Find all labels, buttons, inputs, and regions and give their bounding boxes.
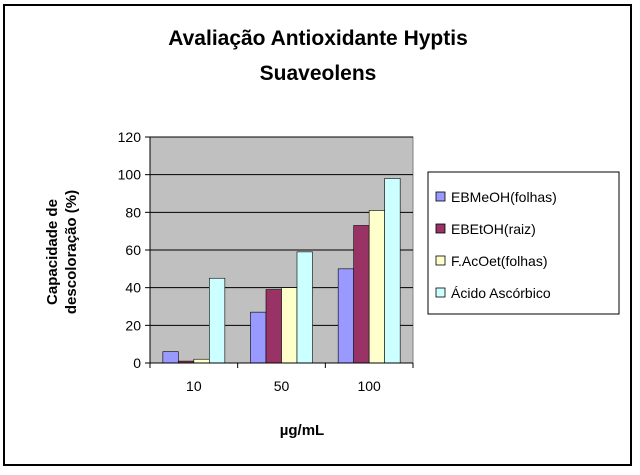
legend-label: Ácido Ascórbico [451, 285, 551, 301]
y-tick-label: 60 [125, 242, 141, 258]
x-axis-title: µg/mL [280, 422, 324, 439]
chart-title-line-2: Suaveolens [260, 62, 377, 85]
y-tick-label: 120 [118, 129, 142, 145]
y-axis-title-line-2: descoloração (%) [63, 190, 80, 314]
legend-label: F.AcOet(folhas) [451, 253, 547, 269]
legend-swatch [435, 255, 446, 266]
y-axis-title: Capacidade de descoloração (%) [44, 190, 80, 314]
bar [162, 351, 179, 364]
bar [337, 268, 354, 364]
y-tick-label: 40 [125, 280, 141, 296]
legend-label: EBMeOH(folhas) [451, 189, 557, 205]
bar [281, 287, 298, 364]
bar [353, 225, 370, 364]
chart-title-line-1: Avaliação Antioxidante Hyptis [168, 27, 468, 50]
x-tick-label: 10 [186, 378, 202, 394]
axes [145, 136, 414, 368]
legend: EBMeOH(folhas) EBEtOH(raiz) F.AcOet(folhas… [427, 171, 620, 315]
x-tick-label: 100 [357, 378, 381, 394]
y-tick-label: 20 [125, 317, 141, 333]
y-axis-ticks: 0 20 40 60 80 100 120 [118, 129, 142, 371]
bar [384, 178, 401, 364]
legend-box [427, 171, 620, 315]
legend-label: EBEtOH(raiz) [451, 221, 536, 237]
x-axis-ticks: 10 50 100 [186, 378, 381, 394]
bar [209, 277, 226, 364]
bar [368, 210, 385, 364]
y-tick-label: 100 [118, 167, 142, 183]
legend-swatch [435, 191, 446, 202]
y-tick-label: 0 [133, 355, 141, 371]
bar [296, 251, 313, 364]
bar [250, 311, 267, 364]
bars [162, 178, 401, 364]
bar [265, 289, 282, 364]
legend-swatch [435, 287, 446, 298]
bar [193, 358, 210, 364]
x-tick-label: 50 [274, 378, 290, 394]
y-axis-title-line-1: Capacidade de [44, 199, 61, 305]
y-tick-label: 80 [125, 204, 141, 220]
legend-swatch [435, 223, 446, 234]
